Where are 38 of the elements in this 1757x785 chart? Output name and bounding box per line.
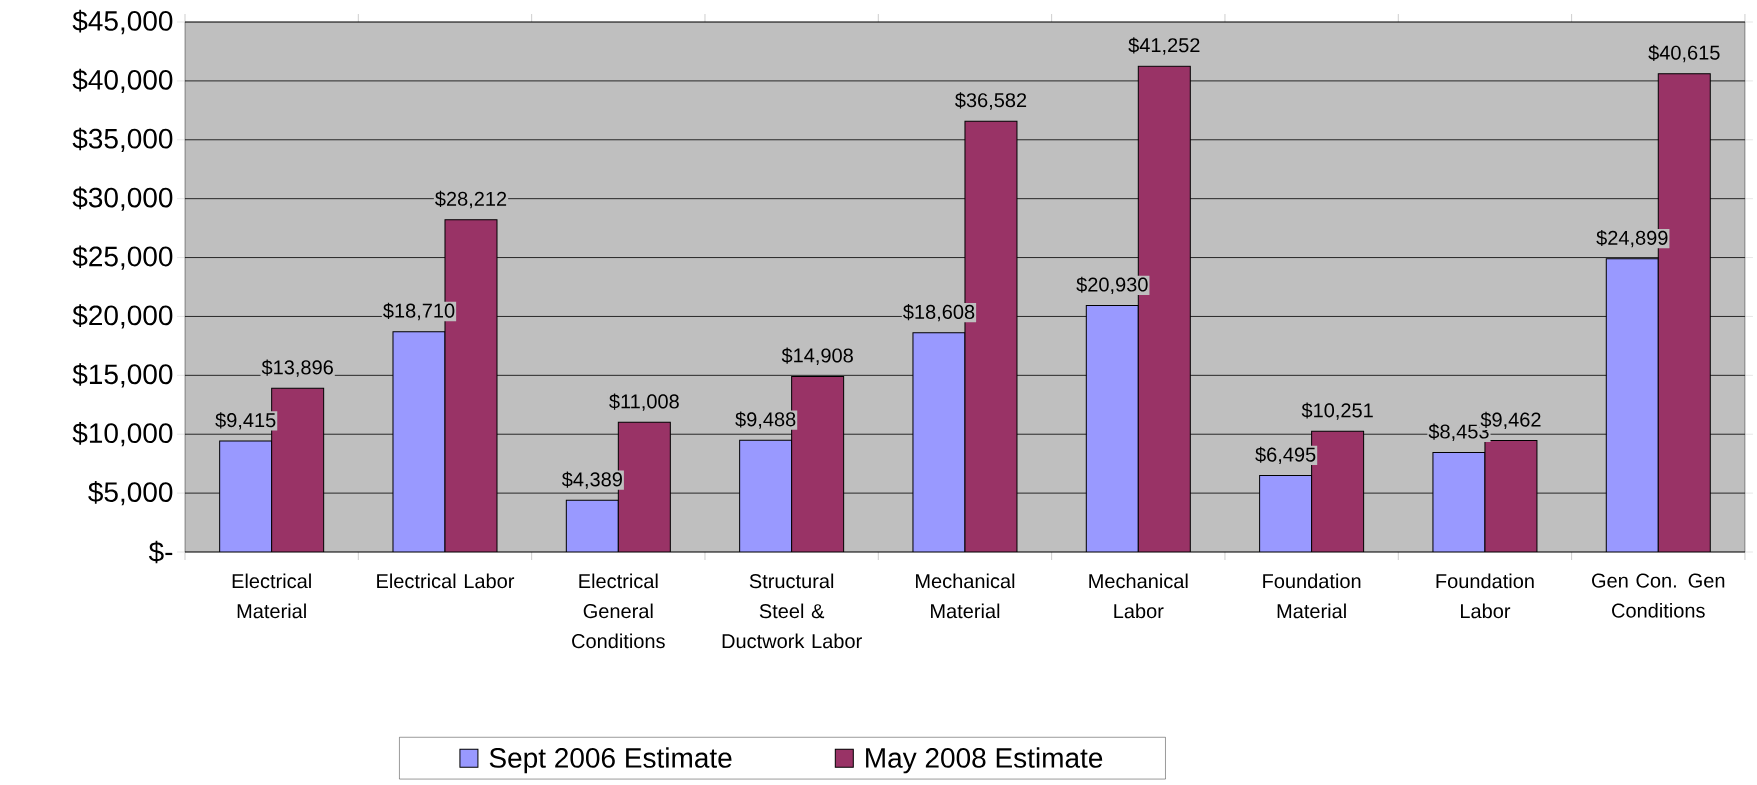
data-label: $40,615 — [1648, 44, 1720, 63]
data-label: $18,710 — [383, 302, 455, 321]
x-tick-label: Structural Steel & Ductwork Labor — [722, 573, 862, 649]
data-label: $24,899 — [1596, 229, 1668, 248]
data-label: $11,008 — [609, 393, 679, 411]
legend-label: May 2008 Estimate — [866, 747, 1103, 774]
y-tick-label: $- — [148, 540, 173, 564]
y-tick-label: $15,000 — [72, 363, 173, 388]
x-tick-label: Mechanical Material — [916, 573, 1015, 619]
data-label: $41,252 — [1128, 37, 1200, 55]
x-tick-label: Gen Con. Gen Conditions — [1592, 573, 1725, 618]
data-label: $36,582 — [955, 92, 1027, 110]
data-label: $20,930 — [1076, 276, 1148, 294]
y-tick-label: $35,000 — [72, 127, 173, 152]
data-label: $10,251 — [1301, 402, 1373, 420]
y-tick-label: $30,000 — [72, 186, 173, 211]
y-tick-label: $40,000 — [72, 68, 173, 94]
x-tick-label: Electrical Material — [232, 573, 311, 619]
x-tick-label: Mechanical Labor — [1089, 573, 1188, 619]
y-tick-label: $25,000 — [72, 245, 173, 270]
data-label: $4,389 — [561, 471, 622, 489]
x-tick-label: Foundation Material — [1263, 573, 1361, 619]
bar — [1484, 440, 1538, 552]
data-label: $14,908 — [781, 347, 853, 365]
y-tick-label: $20,000 — [72, 304, 173, 329]
legend-label: Sept 2006 Estimate — [489, 747, 732, 774]
x-tick-label: Electrical Labor — [377, 573, 515, 589]
data-label: $9,488 — [735, 411, 796, 429]
data-label: $6,495 — [1255, 446, 1316, 464]
y-tick-label: $10,000 — [72, 422, 173, 447]
data-label: $28,212 — [435, 190, 507, 209]
data-label: $18,608 — [903, 303, 975, 322]
data-label: $9,415 — [215, 412, 276, 430]
y-tick-label: $5,000 — [88, 480, 173, 506]
y-tick-label: $45,000 — [72, 9, 173, 35]
x-tick-label: Electrical General Conditions — [572, 573, 665, 649]
data-label: $13,896 — [261, 359, 333, 377]
x-tick-label: Foundation Labor — [1436, 573, 1534, 619]
